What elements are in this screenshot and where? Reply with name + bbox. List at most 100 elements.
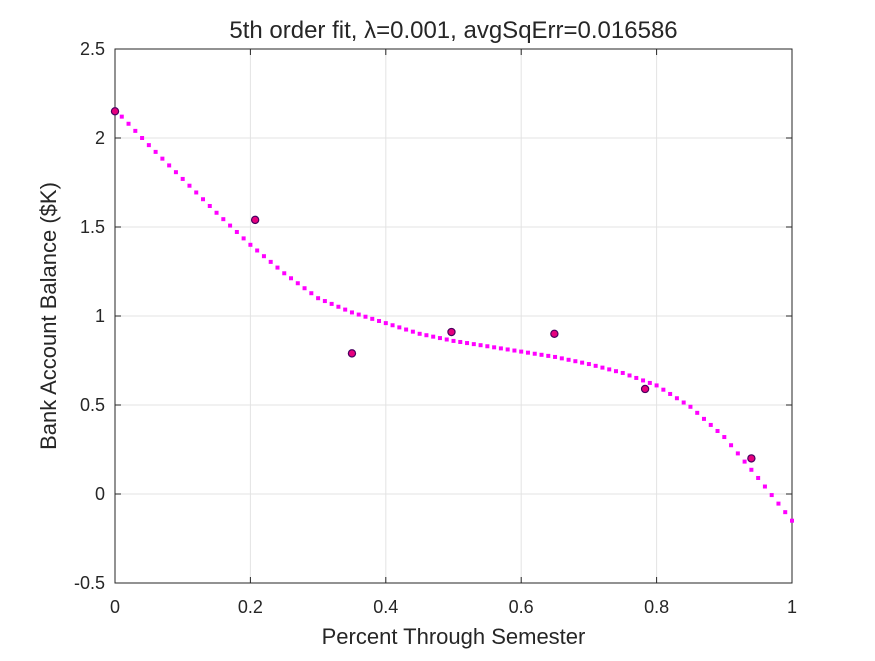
fit-curve-dot xyxy=(356,312,361,317)
data-point xyxy=(447,327,456,337)
fit-curve-dot xyxy=(688,404,693,409)
fit-curve-dot xyxy=(133,128,138,133)
fit-curve-dot xyxy=(729,443,734,448)
fit-curve-dot xyxy=(363,314,368,319)
fit-curve-dot xyxy=(586,362,591,367)
fit-curve xyxy=(113,107,794,523)
fit-curve-dot xyxy=(661,387,666,392)
fit-curve-dot xyxy=(627,373,632,378)
fit-curve-dot xyxy=(715,428,720,433)
fit-curve-dot xyxy=(153,149,158,154)
y-tick-label: 2 xyxy=(95,128,105,148)
fit-curve-dot xyxy=(126,121,131,126)
x-axis-label: Percent Through Semester xyxy=(322,624,586,649)
data-point xyxy=(747,454,756,463)
fit-curve-dot xyxy=(559,356,564,361)
chart-title: 5th order fit, λ=0.001, avgSqErr=0.01658… xyxy=(229,17,677,44)
fit-curve-dot xyxy=(776,501,781,506)
y-tick-label: 0 xyxy=(95,484,105,504)
fit-curve-dot xyxy=(268,259,273,264)
fit-curve-dot xyxy=(580,360,585,365)
fit-curve-dot xyxy=(255,248,260,253)
fit-curve-dot xyxy=(647,380,652,385)
x-tick-label: 0.4 xyxy=(373,597,398,617)
fit-curve-dot xyxy=(417,331,422,336)
fit-curve-dot xyxy=(722,435,727,440)
fit-curve-dot xyxy=(248,242,253,247)
fit-curve-dot xyxy=(289,276,294,281)
fit-curve-dot xyxy=(708,422,713,427)
fit-curve-dot xyxy=(451,338,456,343)
fit-curve-dot xyxy=(343,307,348,312)
fit-curve-dot xyxy=(397,325,402,330)
fit-curve-dot xyxy=(214,210,219,215)
y-tick-label: -0.5 xyxy=(74,573,105,593)
fit-curve-dot xyxy=(600,365,605,370)
data-point xyxy=(550,329,559,338)
fit-curve-dot xyxy=(492,345,497,350)
x-tick-label: 0 xyxy=(110,597,120,617)
y-tick-label: 1.5 xyxy=(80,217,105,237)
fit-curve-dot xyxy=(194,190,199,195)
ticks: 0 0.2 0.4 0.6 0.8 1-0.500.511.522.5 xyxy=(74,39,797,617)
fit-curve-dot xyxy=(546,353,551,358)
fit-curve-dot xyxy=(641,378,646,383)
fit-curve-dot xyxy=(207,203,212,208)
fit-curve-dot xyxy=(187,183,192,188)
fit-curve-dot xyxy=(634,375,639,380)
fit-curve-dot xyxy=(478,343,483,348)
fit-curve-dot xyxy=(437,336,442,341)
fit-curve-dot xyxy=(383,321,388,326)
data-point xyxy=(347,349,357,358)
fit-curve-dot xyxy=(505,347,510,352)
fit-curve-dot xyxy=(769,493,774,498)
fit-curve-dot xyxy=(512,348,517,353)
y-tick-label: 2.5 xyxy=(80,39,105,59)
fit-curve-dot xyxy=(674,396,679,401)
fit-curve-dot xyxy=(234,229,239,234)
fit-curve-dot xyxy=(762,484,767,489)
fit-curve-dot xyxy=(573,359,578,364)
fit-curve-dot xyxy=(146,143,151,148)
fit-curve-dot xyxy=(519,349,524,354)
fit-curve-dot xyxy=(275,265,280,270)
fit-curve-dot xyxy=(695,410,700,415)
fit-curve-dot xyxy=(742,459,747,464)
x-tick-label: 0.2 xyxy=(238,597,263,617)
fit-curve-dot xyxy=(404,327,409,332)
fit-curve-dot xyxy=(790,518,794,523)
data-point xyxy=(250,215,260,225)
fit-curve-dot xyxy=(681,400,686,405)
y-tick-label: 0.5 xyxy=(80,395,105,415)
fit-curve-dot xyxy=(701,416,706,421)
fit-curve-dot xyxy=(498,346,503,351)
fit-curve-dot xyxy=(783,510,788,515)
data-point xyxy=(110,107,120,116)
fit-curve-dot xyxy=(370,316,375,321)
fit-curve-dot xyxy=(167,163,172,168)
fit-curve-dot xyxy=(377,318,382,323)
fit-curve-dot xyxy=(566,357,571,362)
fit-curve-dot xyxy=(282,271,287,276)
x-tick-label: 1 xyxy=(787,597,797,617)
data-points xyxy=(110,107,756,463)
fit-curve-dot xyxy=(607,367,612,372)
fit-curve-dot xyxy=(668,391,673,396)
fit-curve-dot xyxy=(309,291,314,296)
data-point xyxy=(640,384,650,394)
fit-curve-dot xyxy=(180,176,185,181)
fit-curve-dot xyxy=(458,339,463,344)
fit-curve-dot xyxy=(173,170,178,175)
fit-curve-dot xyxy=(654,383,659,388)
fit-curve-dot xyxy=(465,341,470,346)
fit-curve-dot xyxy=(390,323,395,328)
fit-curve-dot xyxy=(302,286,307,291)
fit-curve-dot xyxy=(140,136,145,140)
fit-curve-dot xyxy=(228,223,233,228)
fit-curve-dot xyxy=(735,451,740,456)
fit-curve-dot xyxy=(444,337,449,342)
fit-curve-dot xyxy=(336,304,341,309)
fit-curve-dot xyxy=(261,254,266,259)
